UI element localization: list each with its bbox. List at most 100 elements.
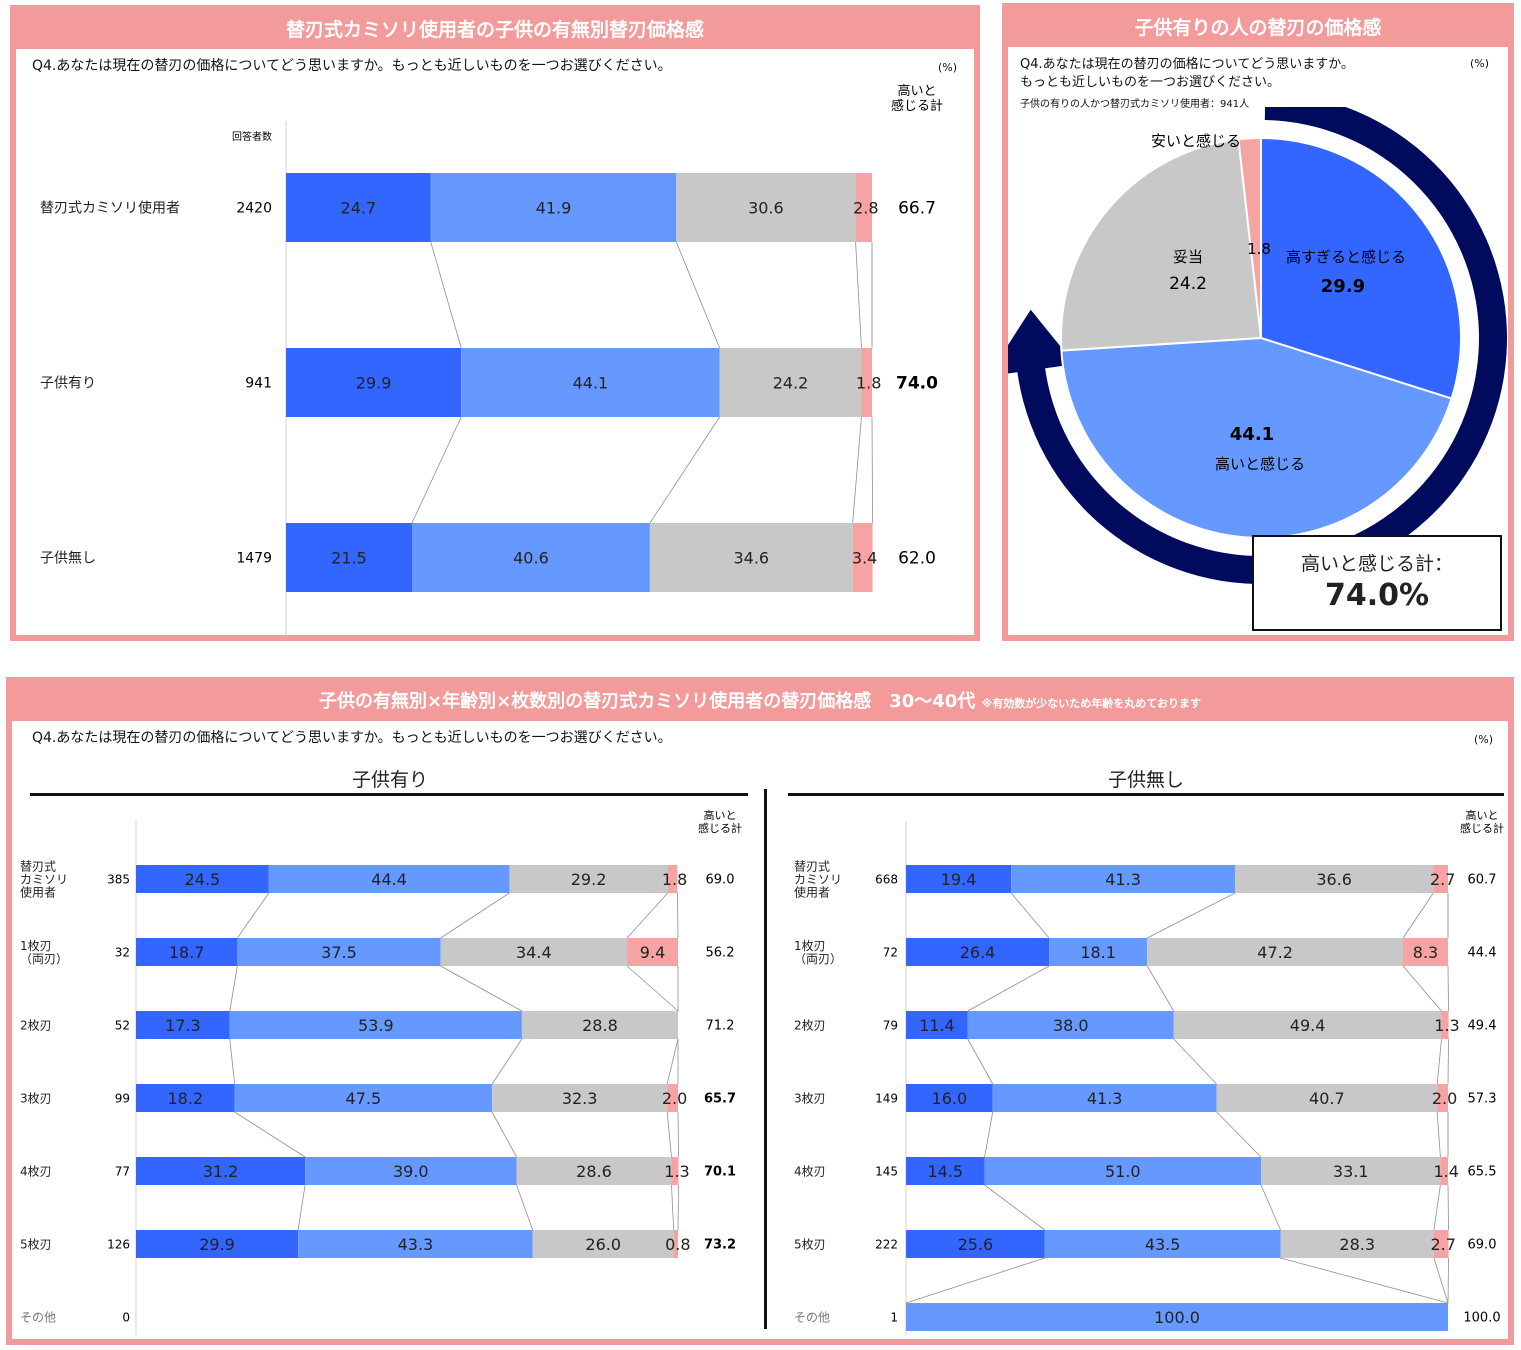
data-label-very-high: 31.2 <box>203 1162 239 1181</box>
category-label: 子供有り <box>40 376 96 392</box>
category-label: 使用者 <box>794 884 830 899</box>
category-label: 1枚刃 <box>20 938 52 953</box>
category-label: 5枚刃 <box>20 1236 52 1251</box>
panel-stacked-by-children: 替刃式カミソリ使用者の子供の有無別替刃価格感 Q4.あなたは現在の替刃の価格につ… <box>10 5 980 641</box>
n-value: 222 <box>875 1237 898 1251</box>
bar-high <box>1049 938 1148 966</box>
category-label: 4枚刃 <box>794 1163 826 1178</box>
connector-line <box>905 1257 1045 1304</box>
total-high-value: 69.0 <box>1468 1238 1497 1253</box>
bar-high <box>305 1157 517 1185</box>
category-label: 3枚刃 <box>20 1090 52 1105</box>
bar-fair <box>1280 1230 1434 1258</box>
bar-fair <box>492 1084 668 1112</box>
pie-label-fair: 妥当 <box>1173 248 1203 266</box>
data-label-cheap: 1.8 <box>856 373 881 392</box>
bar-high <box>229 1011 522 1039</box>
category-label: 替刃式 <box>794 859 830 873</box>
pie-value-very-high: 29.9 <box>1321 276 1365 297</box>
data-label-cheap: 3.4 <box>852 548 877 567</box>
data-label-fair: 33.1 <box>1333 1162 1369 1181</box>
bar-cheap <box>1403 938 1448 966</box>
pie-slice-fair <box>1060 138 1263 352</box>
connector-line <box>1436 1038 1442 1085</box>
data-label-very-high: 21.5 <box>331 548 367 567</box>
connector-line <box>626 892 668 939</box>
data-label-fair: 40.7 <box>1309 1089 1345 1108</box>
bar-high <box>1044 1230 1281 1258</box>
bar-very-high <box>136 1157 306 1185</box>
data-label-high: 44.4 <box>371 870 407 889</box>
connector-line <box>411 416 462 524</box>
category-label: 2枚刃 <box>794 1017 826 1032</box>
total-header-line2: 感じる計 <box>891 98 943 114</box>
pie-label-high: 高いと感じる <box>1215 455 1305 473</box>
data-label-cheap: 8.3 <box>1413 943 1438 962</box>
bar-cheap <box>852 523 873 592</box>
total-high-label: 高いと感じる計： <box>1300 553 1453 575</box>
right-title: 子供無し <box>1107 769 1184 791</box>
connector-line <box>1147 892 1236 939</box>
total-header-line1: 高いと <box>897 83 936 99</box>
total-high-value: 49.4 <box>1468 1019 1497 1034</box>
connector-line <box>871 416 873 524</box>
bar-fair <box>719 348 862 417</box>
data-label-very-high: 24.5 <box>185 870 221 889</box>
total-high-value: 56.2 <box>706 946 735 961</box>
connector-line <box>229 1038 236 1085</box>
connector-line <box>1433 1184 1441 1231</box>
category-label: （両刃） <box>20 952 68 966</box>
data-label-fair: 28.3 <box>1339 1235 1375 1254</box>
bar-cheap <box>1441 1011 1449 1039</box>
chart-pie-children: 高すぎると感じる 29.9 44.1 高いと感じる 妥当 24.2 安いと感じる 1.8 <box>1008 107 1507 584</box>
connector-line <box>671 1184 675 1231</box>
bar-very-high <box>906 938 1050 966</box>
category-label: 替刃式 <box>20 859 56 873</box>
data-label-very-high: 17.3 <box>165 1016 201 1035</box>
n-value: 99 <box>115 1091 130 1105</box>
bar-cheap <box>627 938 678 966</box>
bar-very-high <box>906 1011 968 1039</box>
data-label-high: 43.3 <box>398 1235 434 1254</box>
data-label-fair: 30.6 <box>748 198 784 217</box>
panel2-question-line2: もっとも近しいものを一つお選びください。 <box>1020 75 1281 90</box>
bar-fair <box>649 523 853 592</box>
pie-slice-cheap <box>1237 136 1262 339</box>
data-label-high: 41.9 <box>536 198 572 217</box>
n-value: 2420 <box>236 201 272 217</box>
bar-very-high <box>286 173 431 242</box>
connector-line <box>234 1111 306 1158</box>
data-label-very-high: 25.6 <box>958 1235 994 1254</box>
total-header-line1: 高いと <box>1466 808 1499 822</box>
panel3-unit: (%) <box>1474 733 1494 746</box>
data-label-very-high: 29.9 <box>199 1235 235 1254</box>
connector-line <box>1447 1257 1449 1304</box>
connector-line <box>516 1184 534 1231</box>
connector-line <box>237 892 270 939</box>
data-label-cheap: 2.7 <box>1430 870 1455 889</box>
n-value: 0 <box>122 1310 130 1324</box>
bar-very-high <box>136 938 238 966</box>
bar-cheap <box>667 865 678 893</box>
pie-label-cheap: 安いと感じる <box>1151 132 1241 150</box>
bar-high <box>992 1084 1217 1112</box>
data-label-fair: 47.2 <box>1257 943 1293 962</box>
category-label: カミソリ <box>20 872 68 886</box>
data-label-high: 40.6 <box>513 548 549 567</box>
data-label-cheap: 1.8 <box>662 870 687 889</box>
bar-fair <box>516 1157 672 1185</box>
bar-cheap <box>1437 1084 1448 1112</box>
bar-cheap <box>855 173 872 242</box>
connector-line <box>967 965 1050 1012</box>
panel2-unit: (%) <box>1470 57 1490 70</box>
connector-line <box>984 1111 994 1158</box>
bar-very-high <box>906 1084 993 1112</box>
bar-high <box>984 1157 1262 1185</box>
connector-line <box>1260 1184 1281 1231</box>
total-high-value: 74.0 <box>896 374 938 394</box>
total-high-value: 44.4 <box>1468 946 1497 961</box>
data-label-fair: 32.3 <box>562 1089 598 1108</box>
bar-fair <box>1216 1084 1438 1112</box>
connector-line <box>1146 965 1175 1012</box>
